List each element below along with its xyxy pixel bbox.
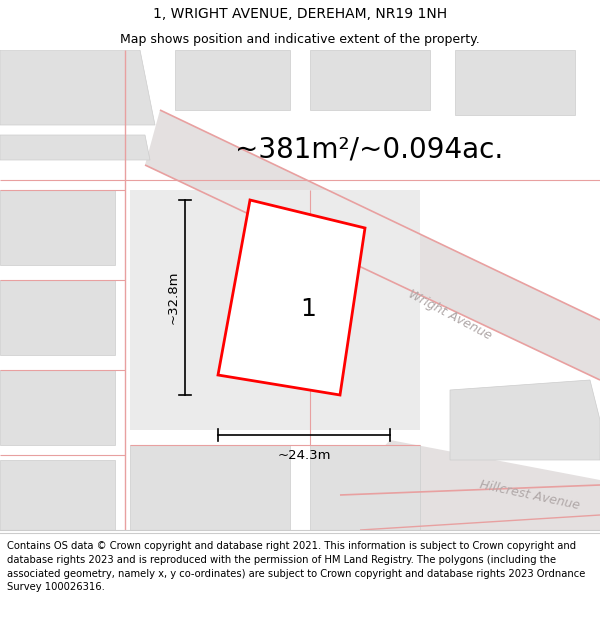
Polygon shape — [175, 50, 290, 110]
Polygon shape — [130, 190, 420, 430]
Polygon shape — [310, 445, 420, 530]
Polygon shape — [130, 445, 290, 530]
Polygon shape — [218, 200, 365, 395]
Polygon shape — [310, 50, 430, 110]
Text: Hillcrest Avenue: Hillcrest Avenue — [479, 478, 581, 512]
Polygon shape — [455, 50, 575, 115]
Text: 1: 1 — [301, 298, 316, 321]
Text: Map shows position and indicative extent of the property.: Map shows position and indicative extent… — [120, 32, 480, 46]
Polygon shape — [0, 280, 115, 355]
Text: Wright Avenue: Wright Avenue — [406, 288, 494, 342]
Polygon shape — [145, 110, 600, 380]
Polygon shape — [0, 135, 150, 160]
Polygon shape — [0, 50, 155, 125]
Polygon shape — [0, 460, 115, 530]
Text: Contains OS data © Crown copyright and database right 2021. This information is : Contains OS data © Crown copyright and d… — [7, 541, 586, 592]
Polygon shape — [0, 370, 115, 445]
Text: 1, WRIGHT AVENUE, DEREHAM, NR19 1NH: 1, WRIGHT AVENUE, DEREHAM, NR19 1NH — [153, 7, 447, 21]
Text: ~32.8m: ~32.8m — [167, 271, 180, 324]
Polygon shape — [340, 440, 600, 530]
Polygon shape — [0, 190, 115, 265]
Text: ~24.3m: ~24.3m — [277, 449, 331, 462]
Polygon shape — [450, 380, 600, 460]
Text: ~381m²/~0.094ac.: ~381m²/~0.094ac. — [235, 136, 503, 164]
